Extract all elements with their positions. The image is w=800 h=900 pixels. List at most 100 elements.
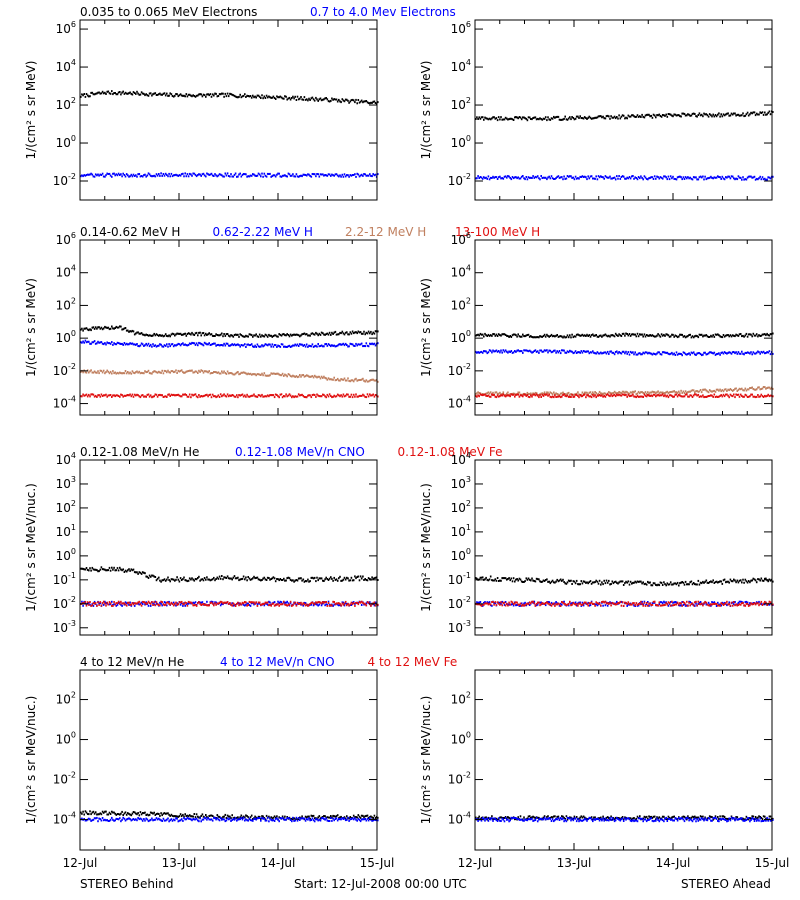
data-point: [507, 118, 509, 121]
data-point: [230, 372, 232, 374]
data-point: [93, 175, 96, 178]
data-point: [239, 333, 241, 336]
data-point: [506, 176, 508, 179]
data-point: [497, 350, 500, 352]
data-point: [610, 350, 612, 353]
data-point: [92, 326, 95, 329]
data-point: [731, 113, 734, 116]
data-point: [94, 173, 97, 176]
data-point: [526, 178, 529, 181]
data-point: [291, 604, 293, 607]
data-point: [727, 388, 729, 391]
data-point: [658, 601, 661, 604]
data-point: [476, 334, 478, 337]
data-point: [655, 603, 657, 606]
data-point: [342, 603, 345, 606]
data-point: [664, 351, 666, 354]
data-point: [547, 601, 549, 603]
data-point: [288, 173, 291, 176]
data-point: [475, 393, 477, 395]
data-point: [657, 393, 659, 396]
data-point: [730, 352, 733, 355]
data-point: [502, 393, 505, 396]
data-point: [610, 393, 612, 396]
data-point: [277, 395, 279, 398]
data-point: [121, 342, 123, 345]
data-point: [144, 572, 146, 575]
data-point: [477, 394, 479, 397]
data-point: [694, 353, 696, 356]
data-point: [281, 174, 284, 177]
data-point: [528, 116, 531, 119]
data-point: [346, 379, 348, 382]
data-point: [667, 113, 670, 115]
data-point: [690, 389, 693, 392]
data-point: [217, 602, 220, 605]
data-point: [606, 350, 609, 353]
data-point: [274, 580, 277, 583]
data-point: [544, 349, 547, 352]
data-point: [540, 175, 542, 177]
data-point: [633, 391, 635, 394]
data-point: [96, 327, 98, 330]
data-point: [686, 114, 688, 117]
data-point: [135, 571, 137, 574]
data-point: [766, 394, 768, 397]
data-point: [682, 603, 685, 606]
data-point: [686, 353, 688, 356]
data-point: [158, 93, 160, 96]
data-point: [589, 391, 592, 394]
data-point: [566, 350, 569, 353]
data-point: [719, 580, 721, 583]
data-point: [483, 601, 485, 604]
data-point: [293, 580, 295, 583]
data-point: [99, 602, 102, 605]
data-point: [744, 601, 747, 604]
data-point: [180, 343, 183, 346]
y-tick-label: 100: [451, 134, 471, 150]
data-point: [616, 393, 618, 396]
data-point: [222, 578, 224, 581]
data-point: [138, 571, 141, 574]
data-point: [177, 393, 180, 396]
data-point: [602, 393, 604, 395]
data-point: [730, 112, 733, 115]
data-point: [245, 96, 247, 98]
data-point: [307, 345, 309, 348]
data-point: [506, 392, 508, 395]
data-point: [97, 370, 99, 373]
data-point: [683, 395, 686, 398]
legend-label: 0.14-0.62 MeV H: [80, 225, 180, 239]
data-point: [620, 176, 623, 178]
data-point: [626, 333, 628, 335]
data-point: [612, 351, 615, 354]
data-point: [174, 174, 176, 177]
data-point: [671, 394, 673, 397]
data-point: [556, 334, 558, 336]
data-point: [205, 603, 207, 606]
data-point: [194, 601, 197, 604]
data-point: [611, 177, 614, 180]
legend-label: 2.2-12 MeV H: [345, 225, 426, 239]
data-point: [500, 177, 502, 180]
data-point: [207, 578, 209, 581]
data-point: [524, 335, 526, 338]
data-point: [161, 604, 163, 607]
data-point: [359, 379, 362, 381]
data-point: [124, 394, 127, 397]
data-point: [757, 113, 759, 116]
data-point: [168, 600, 170, 603]
data-point: [115, 343, 118, 346]
data-point: [160, 172, 162, 175]
data-point: [725, 352, 727, 354]
data-point: [195, 604, 198, 607]
data-point: [484, 601, 486, 603]
data-point: [201, 173, 204, 176]
data-point: [703, 388, 705, 391]
data-point: [183, 94, 185, 97]
data-point: [146, 174, 149, 177]
plot-frame: [474, 19, 773, 201]
data-point: [507, 335, 509, 337]
data-point: [257, 394, 260, 397]
data-point: [359, 174, 362, 177]
